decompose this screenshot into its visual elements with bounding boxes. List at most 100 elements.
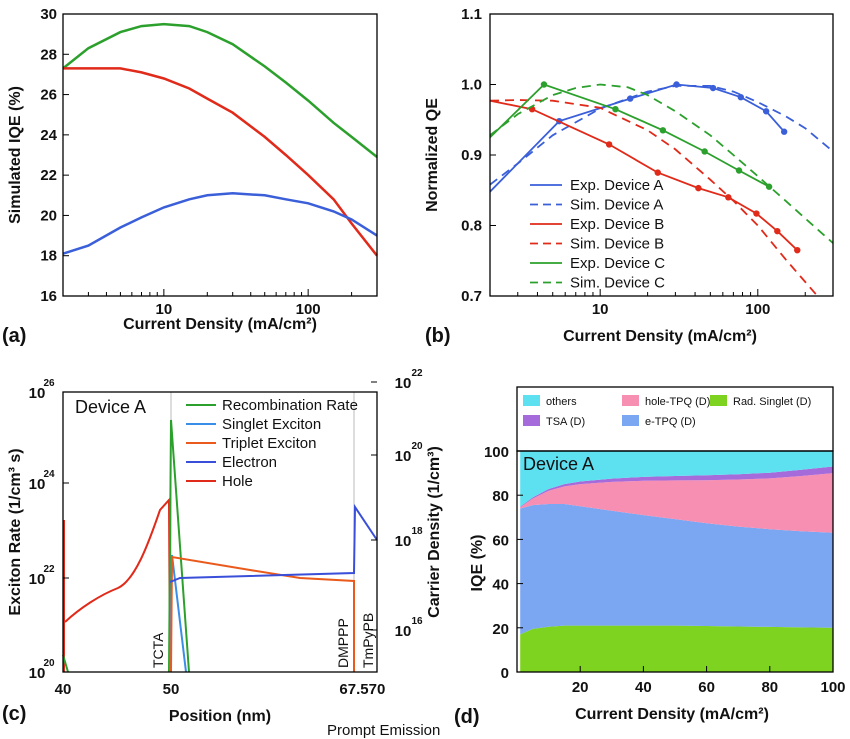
panel-b-series-group <box>490 81 833 296</box>
panel-d-annotation: Device A <box>523 454 594 474</box>
x-tick-label: 70 <box>369 681 386 698</box>
panel-a-label: (a) <box>2 325 26 347</box>
legend-label: Recombination Rate <box>222 397 358 414</box>
series-hole <box>64 497 171 673</box>
x-tick-label: 100 <box>820 679 845 696</box>
y-tick-label: 20 <box>40 207 57 224</box>
y-tick-label: 0.8 <box>461 218 482 235</box>
region-label-tcta: TCTA <box>150 632 166 668</box>
y-right-tick-exponent: 16 <box>411 616 423 627</box>
y-tick-exponent: 20 <box>43 658 55 669</box>
x-tick-label: 50 <box>163 681 180 698</box>
y-tick-base: 10 <box>29 476 46 493</box>
y-tick-exponent: 22 <box>43 564 55 575</box>
y-tick-base: 10 <box>29 385 46 402</box>
legend-swatch <box>523 395 540 406</box>
y-right-tick-base: 10 <box>395 375 412 392</box>
region-label-dmppp: DMPPP <box>335 618 351 668</box>
panel-d-x-ticks: 20 40 60 80 100 <box>572 666 846 696</box>
area-hole-tpq-d <box>520 473 833 533</box>
data-point <box>654 169 661 176</box>
y-right-tick-exponent: 22 <box>411 368 423 379</box>
y-tick-label: 1.1 <box>461 6 482 23</box>
panel-c-legend: Recombination Rate Singlet Exciton Triplet… <box>186 397 358 490</box>
y-tick-label: 18 <box>40 248 57 265</box>
region-label-tmpypb: TmPyPB <box>360 613 376 668</box>
panel-d-y-label: IQE (%) <box>469 535 486 592</box>
y-right-tick-base: 10 <box>395 533 412 550</box>
legend-label: Sim. Device B <box>570 236 664 253</box>
panel-b-plot-area <box>490 81 833 296</box>
y-tick-label: 0.9 <box>461 147 482 164</box>
panel-a-x-ticks: 10 100 <box>62 289 378 318</box>
y-tick-base: 10 <box>29 665 46 682</box>
y-tick-label: 30 <box>40 6 57 23</box>
y-tick-label: 26 <box>40 87 57 104</box>
series-recombination-left <box>62 654 69 673</box>
y-tick-exponent: 26 <box>43 378 55 389</box>
panel-b: 0.7 0.8 0.9 1.0 1.1 10 100 Exp. Device A Sim. … <box>424 6 834 347</box>
x-tick-label: 67.5 <box>339 681 368 698</box>
y-tick-label: 1.0 <box>461 77 482 94</box>
y-tick-label: 100 <box>484 444 509 461</box>
series-electron <box>169 503 378 583</box>
panel-a-plot-area <box>62 22 378 257</box>
y-right-tick-base: 10 <box>395 623 412 640</box>
data-point <box>794 246 801 254</box>
panel-b-x-ticks: 10 100 <box>489 289 834 318</box>
panel-c-y-label-right: Carrier Density (1/cm³) <box>426 446 443 618</box>
legend-label: Exp. Device C <box>570 255 665 272</box>
data-point <box>695 184 702 192</box>
y-tick-label: 20 <box>492 621 509 638</box>
y-tick-label: 60 <box>492 532 509 549</box>
panel-c-x-ticks: 40 50 67.5 70 <box>55 681 386 698</box>
area-rad-singlet-d <box>520 625 833 672</box>
series-triplet-exciton <box>170 555 355 673</box>
panel-a-y-ticks: 16 18 20 22 24 26 28 30 <box>40 6 69 305</box>
panel-d-legend-box <box>516 386 834 452</box>
y-tick-label: 0.7 <box>461 288 482 305</box>
panel-c: Device A Recombination Rate Singlet Excit… <box>2 368 443 725</box>
area-others <box>520 451 833 507</box>
data-point <box>774 227 781 235</box>
data-point <box>701 148 708 155</box>
legend-label: Sim. Device A <box>570 197 663 214</box>
panel-c-annotation: Device A <box>75 397 146 417</box>
y-tick-label: 16 <box>40 288 57 305</box>
panel-b-y-ticks: 0.7 0.8 0.9 1.0 1.1 <box>461 6 496 305</box>
panel-b-y-label: Normalized QE <box>424 98 441 212</box>
series-recombination <box>168 419 190 673</box>
y-right-tick-exponent: 20 <box>411 441 423 452</box>
area-e-tpq-d <box>520 504 833 635</box>
panel-c-plot-area <box>62 392 378 673</box>
data-point <box>780 128 788 135</box>
series-line-sim-device-a <box>490 85 833 186</box>
legend-label: others <box>546 396 577 408</box>
x-tick-label: 80 <box>761 679 778 696</box>
legend-swatch <box>622 415 639 426</box>
x-tick-label: 60 <box>698 679 715 696</box>
legend-label: Exp. Device B <box>570 216 664 233</box>
legend-swatch <box>710 395 727 406</box>
x-tick-label: 100 <box>745 301 770 318</box>
series-line-2 <box>62 192 378 255</box>
x-tick-label: 40 <box>55 681 72 698</box>
y-tick-label: 0 <box>501 665 509 682</box>
data-point <box>735 167 743 174</box>
series-line-0 <box>62 22 378 158</box>
legend-label: Sim. Device C <box>570 275 665 292</box>
panel-d-label: (d) <box>454 706 480 728</box>
data-point <box>612 105 619 113</box>
panel-a: 16 18 20 22 24 26 28 30 10 100 Current Density (… <box>2 6 378 347</box>
data-point <box>605 141 613 148</box>
panel-b-legend: Exp. Device A Sim. Device A Exp. Device B S… <box>530 177 665 292</box>
panel-a-y-label: Simulated IQE (%) <box>7 86 24 224</box>
panel-d-legend: others hole-TPQ (D) Rad. Singlet (D) TSA (D… <box>523 395 811 428</box>
y-tick-exponent: 24 <box>43 469 55 480</box>
legend-swatch <box>622 395 639 406</box>
x-tick-label: 10 <box>592 301 609 318</box>
data-point <box>540 81 548 88</box>
y-right-tick-base: 10 <box>395 448 412 465</box>
y-tick-label: 40 <box>492 577 509 594</box>
